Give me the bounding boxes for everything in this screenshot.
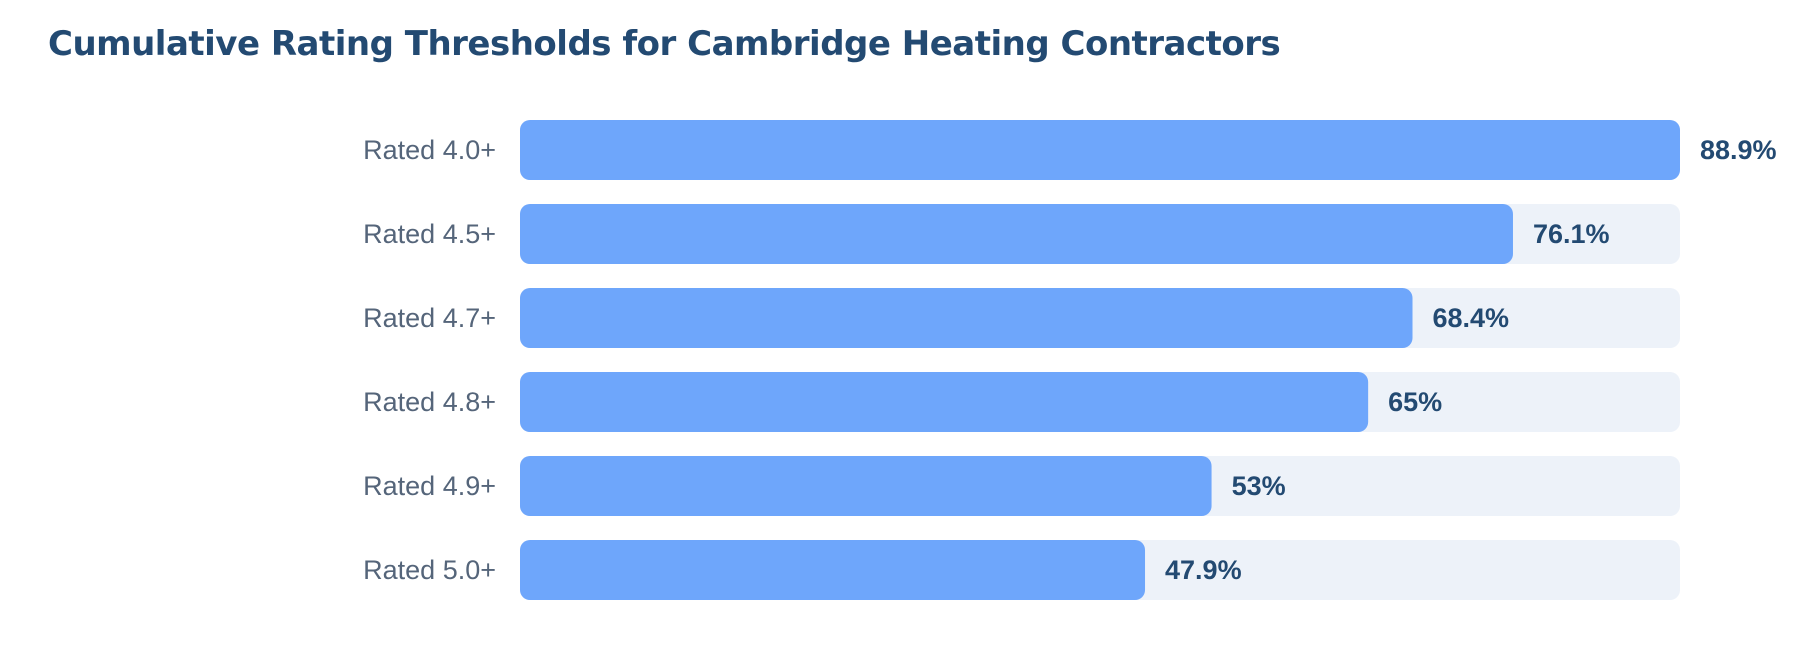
category-label: Rated 5.0+ (363, 555, 496, 585)
bar-row: Rated 4.0+ 88.9% (363, 120, 1777, 180)
bar (520, 372, 1369, 432)
category-label: Rated 4.9+ (363, 471, 496, 501)
bar (520, 456, 1212, 516)
bar-row: Rated 4.5+ 76.1% (363, 204, 1680, 264)
bar (520, 288, 1413, 348)
bar-row: Rated 4.7+ 68.4% (363, 288, 1680, 348)
value-label: 65% (1388, 387, 1442, 417)
value-label: 53% (1232, 471, 1286, 501)
value-label: 68.4% (1433, 303, 1510, 333)
bar-row: Rated 5.0+ 47.9% (363, 540, 1680, 600)
bar (520, 204, 1513, 264)
value-label: 88.9% (1700, 135, 1777, 165)
category-label: Rated 4.0+ (363, 135, 496, 165)
chart-title: Cumulative Rating Thresholds for Cambrid… (48, 24, 1281, 64)
category-label: Rated 4.8+ (363, 387, 496, 417)
bar (520, 120, 1680, 180)
bar-row: Rated 4.9+ 53% (363, 456, 1680, 516)
bar-row: Rated 4.8+ 65% (363, 372, 1680, 432)
value-label: 76.1% (1533, 219, 1610, 249)
category-label: Rated 4.5+ (363, 219, 496, 249)
value-label: 47.9% (1165, 555, 1242, 585)
category-label: Rated 4.7+ (363, 303, 496, 333)
bar (520, 540, 1146, 600)
